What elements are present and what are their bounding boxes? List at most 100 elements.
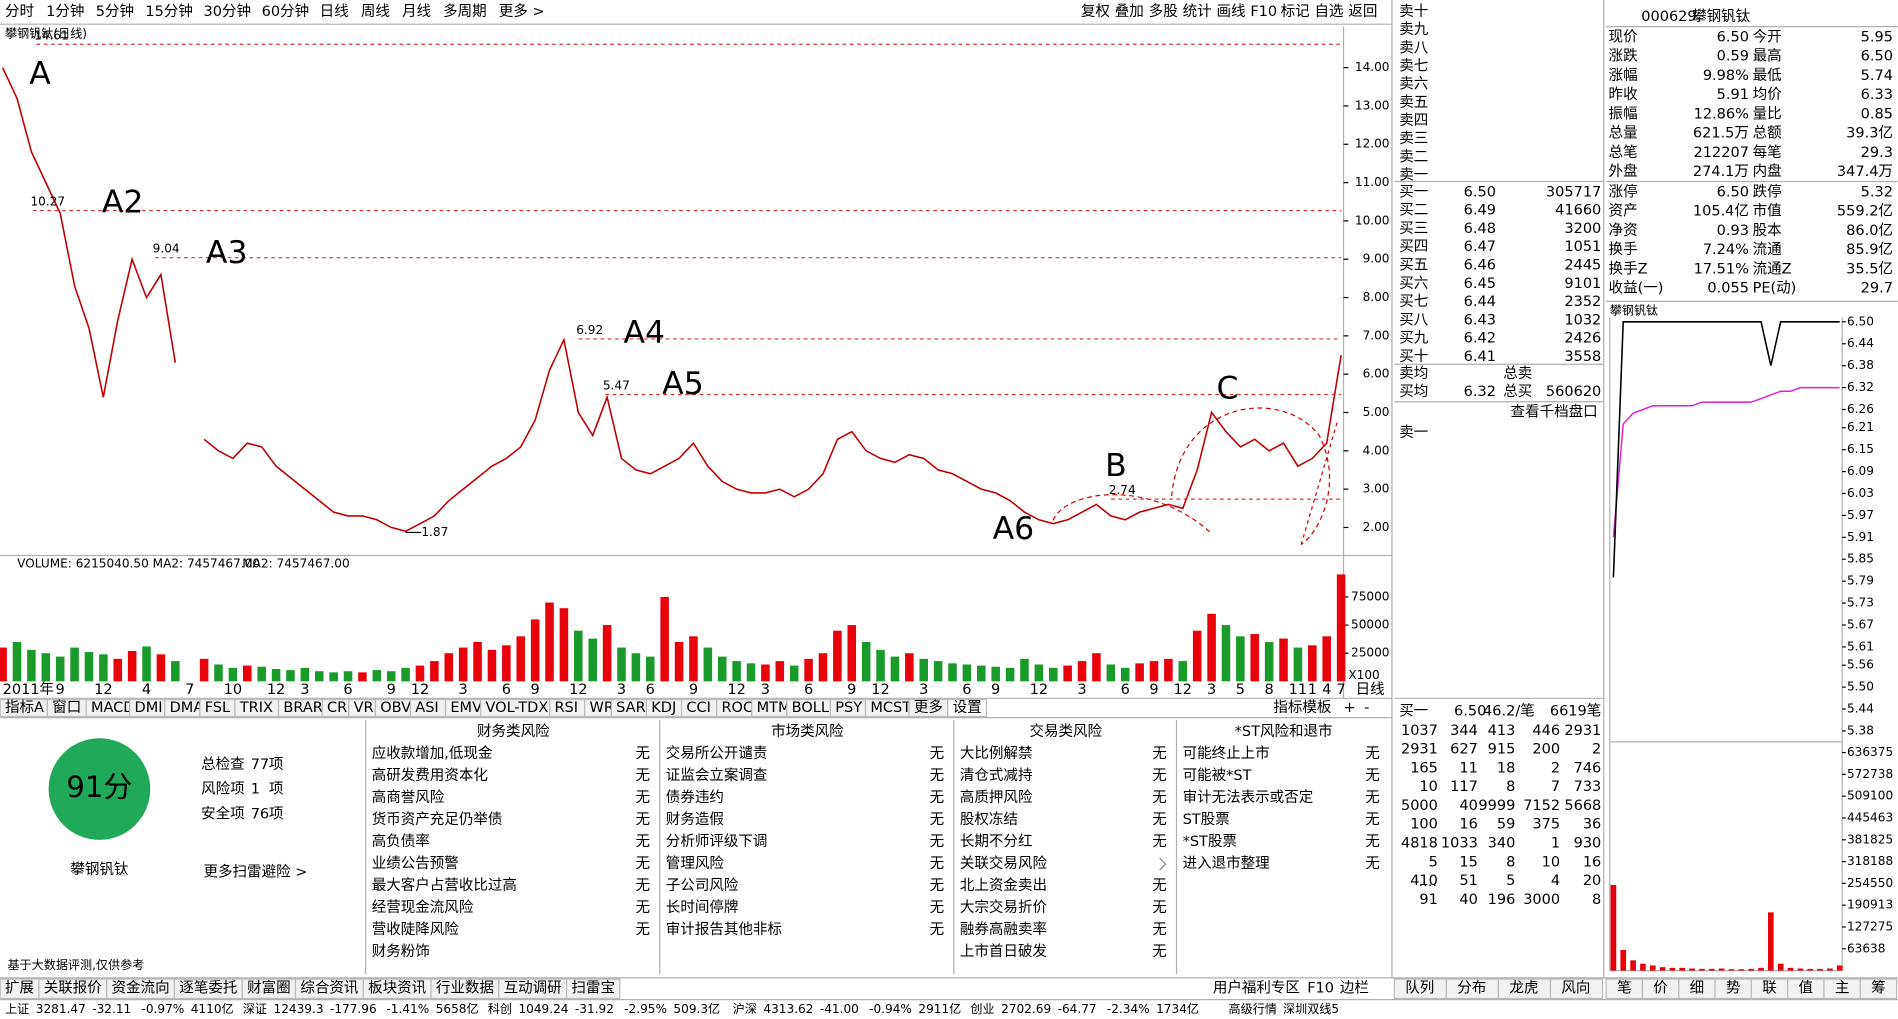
risk-item[interactable]: 大比例解禁 [960, 745, 1033, 762]
period-tab[interactable]: 1分钟 [46, 3, 84, 20]
tick-value: 5000 [1401, 798, 1438, 814]
risk-item[interactable]: 关联交易风险 [960, 854, 1048, 872]
risk-item[interactable]: 高负债率 [372, 833, 430, 850]
check-count: 1 [251, 782, 260, 798]
risk-item[interactable]: 清仓式减持 [960, 767, 1033, 784]
index-quote: -177.96 [330, 1002, 377, 1016]
risk-item[interactable]: 可能被*ST [1183, 767, 1252, 784]
period-tab[interactable]: 30分钟 [204, 3, 252, 20]
stat-label: 今开 [1753, 29, 1782, 46]
risk-item[interactable]: 北上资金卖出 [960, 877, 1047, 894]
risk-item[interactable]: 进入退市整理 [1183, 855, 1271, 872]
risk-item[interactable]: 财务造假 [666, 811, 725, 828]
risk-item[interactable]: 高商誉风险 [372, 789, 445, 806]
tick-value: 5668 [1564, 798, 1601, 814]
risk-item[interactable]: 子公司风险 [666, 877, 739, 894]
bottom-option[interactable]: 边栏 [1340, 980, 1369, 997]
period-tab[interactable]: 多周期 [443, 3, 487, 20]
indicator-option[interactable]: - [1364, 700, 1369, 716]
risk-item[interactable]: 营收陡降风险 [372, 921, 460, 938]
risk-status: 无 [1152, 900, 1167, 916]
y-tick-label: 572738 [1847, 767, 1893, 781]
tool-button[interactable]: 画线 [1216, 3, 1245, 20]
volume-bar [1679, 967, 1686, 971]
volume-bar [1836, 965, 1843, 971]
stat-label: 均价 [1753, 86, 1783, 103]
risk-item[interactable]: 经营现金流风险 [372, 899, 474, 916]
more-depth-link[interactable]: 查看千档盘口 [1511, 403, 1598, 421]
period-tab[interactable]: 更多 > [499, 3, 545, 20]
y-tick-label: 5.50 [1847, 680, 1874, 694]
risk-item[interactable]: 最大客户占营收比过高 [372, 877, 517, 894]
risk-item[interactable]: 上市首日破发 [960, 943, 1047, 960]
index-quote: -32.11 [92, 1002, 131, 1016]
risk-item[interactable]: *ST股票 [1183, 833, 1237, 850]
tool-button[interactable]: 叠加 [1115, 3, 1144, 20]
level-label: 10.27 [30, 195, 65, 209]
buy-price: 6.43 [1464, 312, 1496, 328]
tick-value: 4818 [1401, 836, 1438, 852]
risk-item[interactable]: 审计报告其他非标 [666, 921, 782, 938]
period-tab[interactable]: 15分钟 [145, 3, 193, 20]
indicator-option[interactable]: 指标模板 [1273, 698, 1332, 716]
risk-status: 无 [636, 922, 651, 938]
bottom-tab: 综合资讯 [300, 980, 359, 997]
risk-item[interactable]: 证监会立案调查 [666, 766, 768, 784]
tool-button[interactable]: 自选 [1314, 3, 1344, 20]
tab-cell[interactable] [1859, 978, 1898, 1000]
tab-cell[interactable] [947, 698, 988, 718]
risk-item[interactable]: 可能终止上市 [1183, 745, 1270, 762]
buy-volume: 305717 [1546, 184, 1601, 200]
status-label: 深圳双线5 [1283, 1002, 1339, 1016]
risk-item[interactable]: 融券高融卖率 [960, 921, 1047, 938]
period-tab[interactable]: 60分钟 [262, 3, 310, 20]
stat-value: 212207 [1694, 145, 1749, 161]
risk-item[interactable]: 债券违约 [666, 789, 724, 806]
tool-button[interactable]: 返回 [1348, 3, 1377, 20]
tool-button[interactable]: 复权 [1081, 2, 1111, 20]
tab-cell[interactable] [1549, 978, 1604, 1000]
risk-item[interactable]: 长期不分红 [960, 833, 1033, 850]
tool-button[interactable]: 多股 [1149, 3, 1178, 20]
period-tab[interactable]: 周线 [361, 3, 390, 20]
risk-item[interactable]: 审计无法表示或否定 [1183, 789, 1314, 806]
risk-arrow [1159, 857, 1167, 871]
tool-button[interactable]: 统计 [1183, 3, 1212, 20]
tab-cell[interactable] [565, 978, 621, 1000]
risk-item[interactable]: 高质押风险 [960, 789, 1033, 806]
risk-item[interactable]: 高研发费用资本化 [372, 767, 488, 784]
risk-item[interactable]: 业绩公告预警 [372, 855, 459, 872]
y-tick-label: 6.26 [1847, 402, 1874, 416]
bottom-tab: 逐笔委托 [179, 980, 237, 997]
risk-item[interactable]: 大宗交易折价 [960, 898, 1048, 916]
risk-item[interactable]: 财务粉饰 [372, 943, 430, 960]
y-tick-label: 6.03 [1847, 486, 1874, 500]
average-line [1612, 386, 1840, 538]
volume-bar [1807, 968, 1814, 971]
period-tab[interactable]: 分时 [5, 3, 34, 20]
period-tab[interactable]: 日线 [320, 3, 349, 20]
risk-more-link[interactable]: 更多扫雷避险 > [204, 864, 308, 881]
bottom-option[interactable]: 用户福利专区 [1213, 980, 1300, 997]
risk-item[interactable]: 应收款增加,低现金 [372, 744, 493, 762]
risk-item[interactable]: 管理风险 [666, 855, 725, 872]
volume-bar [732, 661, 741, 682]
volume-bar [689, 636, 698, 682]
bottom-option[interactable]: F10 [1307, 981, 1334, 997]
risk-item[interactable]: ST股票 [1183, 811, 1230, 828]
check-unit: 项 [269, 782, 284, 798]
tool-button[interactable]: 标记 [1281, 3, 1310, 20]
period-tab[interactable]: 5分钟 [96, 3, 134, 20]
stat-label: 昨收 [1609, 86, 1638, 103]
risk-item[interactable]: 货币资产充足仍举债 [372, 811, 503, 828]
risk-item[interactable]: 股权冻结 [960, 810, 1018, 828]
risk-item[interactable]: 长时间停牌 [666, 899, 739, 916]
risk-item[interactable]: 交易所公开谴责 [666, 744, 768, 762]
indicator-option[interactable]: + [1344, 700, 1356, 716]
tool-button[interactable]: F10 [1250, 4, 1277, 20]
x-tick-label: 7 [185, 682, 194, 698]
risk-status: 无 [636, 768, 651, 784]
period-tab[interactable]: 月线 [402, 3, 431, 20]
stat-label: 量比 [1753, 105, 1782, 122]
risk-item[interactable]: 分析师评级下调 [666, 833, 768, 850]
